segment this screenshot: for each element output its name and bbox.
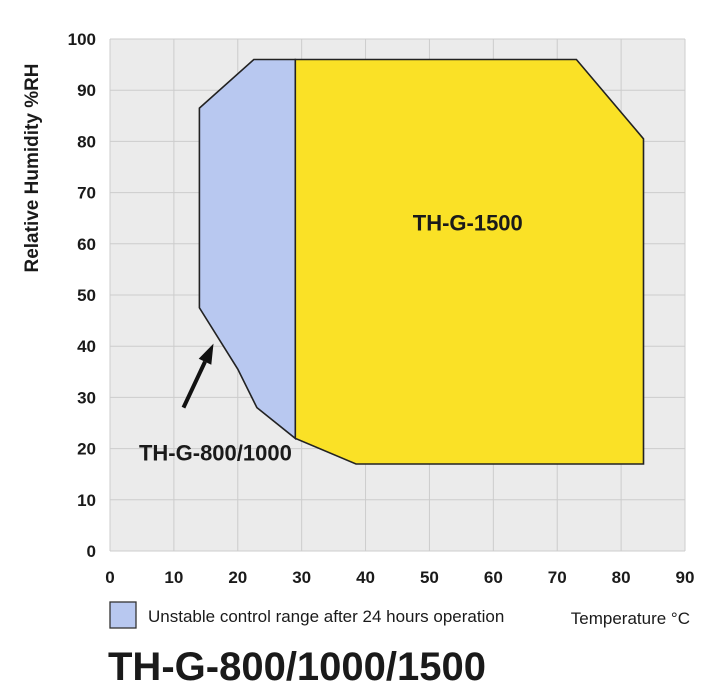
x-tick-label-7: 70 bbox=[548, 568, 567, 587]
regions bbox=[198, 58, 645, 465]
y-tick-label-6: 60 bbox=[77, 235, 96, 254]
region-label-th-g-800-1000: TH-G-800/1000 bbox=[139, 441, 292, 466]
y-tick-label-8: 80 bbox=[77, 132, 96, 151]
annotations: TH-G-800/1000 TH-G-1500 bbox=[139, 210, 523, 465]
y-tick-label-7: 70 bbox=[77, 184, 96, 203]
region-th-g-1500 bbox=[294, 58, 645, 465]
x-tick-label-8: 80 bbox=[612, 568, 631, 587]
region-th-g-800-1000 bbox=[198, 58, 297, 441]
y-tick-label-5: 50 bbox=[77, 286, 96, 305]
region-label-th-g-1500: TH-G-1500 bbox=[413, 210, 523, 235]
y-tick-label-4: 40 bbox=[77, 337, 96, 356]
legend-swatch bbox=[109, 601, 137, 629]
arrow-shaft bbox=[181, 360, 207, 409]
x-tick-label-3: 30 bbox=[292, 568, 311, 587]
y-tick-label-2: 20 bbox=[77, 440, 96, 459]
y-axis-title: Relative Humidity %RH bbox=[22, 63, 43, 272]
legend-label: Unstable control range after 24 hours op… bbox=[148, 607, 504, 626]
y-tick-label-3: 30 bbox=[77, 388, 96, 407]
y-tick-label-0: 0 bbox=[87, 542, 96, 561]
x-axis-title: Temperature °C bbox=[571, 609, 690, 628]
y-tick-label-10: 100 bbox=[68, 30, 96, 49]
arrow-head-icon bbox=[198, 343, 214, 365]
x-axis: 0 10 20 30 40 50 60 70 80 90 bbox=[105, 568, 694, 587]
legend: Unstable control range after 24 hours op… bbox=[109, 601, 504, 629]
x-tick-label-9: 90 bbox=[676, 568, 695, 587]
x-tick-label-1: 10 bbox=[164, 568, 183, 587]
chart-title: TH-G-800/1000/1500 bbox=[108, 645, 486, 689]
x-tick-label-0: 0 bbox=[105, 568, 114, 587]
x-tick-label-2: 20 bbox=[228, 568, 247, 587]
x-tick-label-4: 40 bbox=[356, 568, 375, 587]
y-tick-label-1: 10 bbox=[77, 491, 96, 510]
y-tick-label-9: 90 bbox=[77, 81, 96, 100]
y-axis: 0 10 20 30 40 50 60 70 80 90 100 bbox=[68, 30, 96, 561]
x-tick-label-6: 60 bbox=[484, 568, 503, 587]
x-tick-label-5: 50 bbox=[420, 568, 439, 587]
